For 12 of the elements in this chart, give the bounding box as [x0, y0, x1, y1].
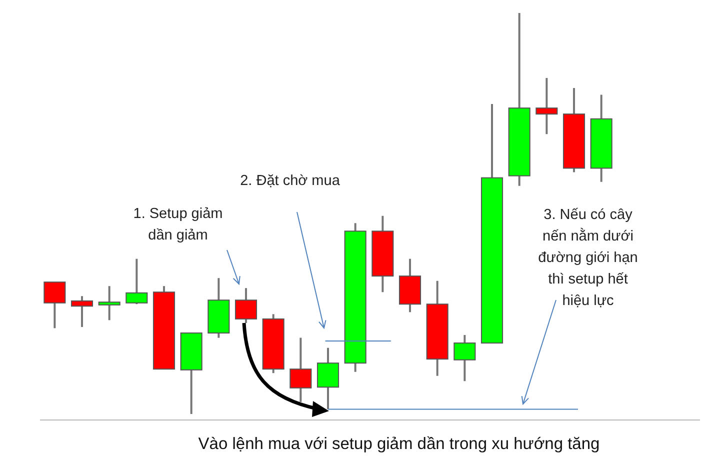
candlestick [454, 334, 476, 382]
candlestick [98, 285, 120, 322]
annotation: 2. Đặt chờ mua [240, 173, 341, 189]
candlestick [536, 76, 558, 136]
annotation: 3. Nếu có cây nến nằm dưới đường giới hạn thì setup hết hiệu lực [538, 207, 638, 309]
candlestick [44, 281, 66, 330]
text: Vào lệnh mua với setup giảm dần trong xu hướng tăng [198, 435, 600, 453]
candlestick [70, 295, 94, 328]
candlestick [234, 287, 258, 324]
candlestick [126, 258, 148, 306]
annotation: 1. Setup giảm dần giảm [133, 206, 223, 244]
candlestick [290, 336, 312, 403]
